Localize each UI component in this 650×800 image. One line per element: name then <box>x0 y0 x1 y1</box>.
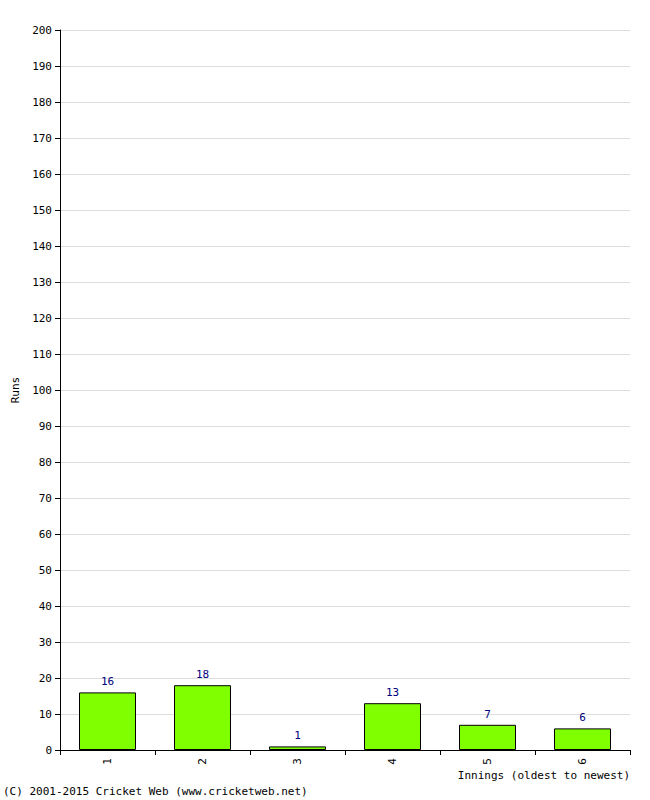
svg-text:200: 200 <box>32 24 52 37</box>
svg-text:(C) 2001-2015 Cricket Web (www: (C) 2001-2015 Cricket Web (www.cricketwe… <box>3 785 308 798</box>
svg-text:190: 190 <box>32 60 52 73</box>
svg-text:1: 1 <box>294 729 301 742</box>
svg-text:18: 18 <box>196 668 209 681</box>
svg-text:80: 80 <box>39 456 52 469</box>
svg-text:7: 7 <box>484 708 491 721</box>
svg-text:0: 0 <box>45 744 52 757</box>
svg-text:170: 170 <box>32 132 52 145</box>
svg-text:Innings (oldest to newest): Innings (oldest to newest) <box>458 769 630 782</box>
svg-text:70: 70 <box>39 492 52 505</box>
svg-text:110: 110 <box>32 348 52 361</box>
svg-text:3: 3 <box>291 758 304 765</box>
svg-text:13: 13 <box>386 686 399 699</box>
svg-text:50: 50 <box>39 564 52 577</box>
svg-text:40: 40 <box>39 600 52 613</box>
svg-text:160: 160 <box>32 168 52 181</box>
svg-text:1: 1 <box>101 758 114 765</box>
svg-text:90: 90 <box>39 420 52 433</box>
svg-text:4: 4 <box>386 758 399 765</box>
svg-text:130: 130 <box>32 276 52 289</box>
svg-text:60: 60 <box>39 528 52 541</box>
svg-text:Runs: Runs <box>9 377 22 404</box>
svg-text:30: 30 <box>39 636 52 649</box>
svg-text:6: 6 <box>576 758 589 765</box>
svg-text:16: 16 <box>101 675 114 688</box>
svg-text:2: 2 <box>196 758 209 765</box>
svg-text:150: 150 <box>32 204 52 217</box>
svg-text:180: 180 <box>32 96 52 109</box>
svg-text:140: 140 <box>32 240 52 253</box>
svg-text:6: 6 <box>579 711 586 724</box>
svg-text:120: 120 <box>32 312 52 325</box>
svg-text:20: 20 <box>39 672 52 685</box>
svg-text:100: 100 <box>32 384 52 397</box>
svg-text:10: 10 <box>39 708 52 721</box>
svg-text:5: 5 <box>481 758 494 765</box>
